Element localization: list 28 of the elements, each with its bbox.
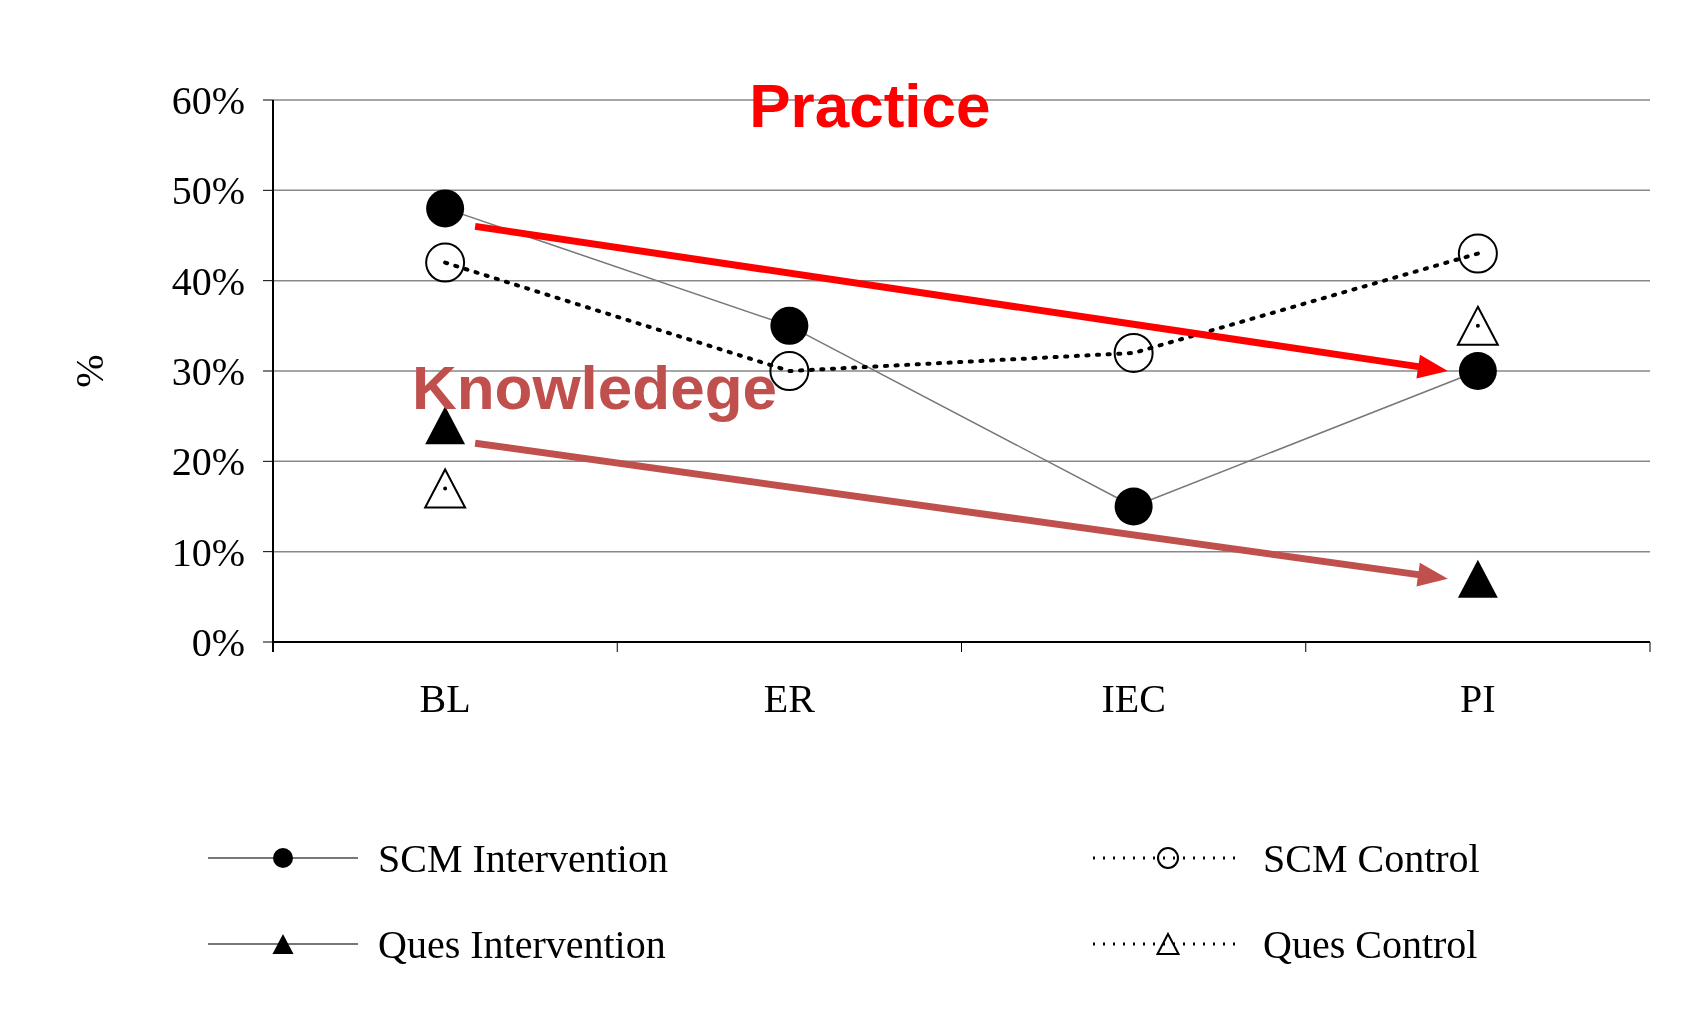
- point: [1113, 332, 1154, 373]
- y-tick-label: 0%: [191, 620, 245, 665]
- y-tick-label: 20%: [171, 439, 245, 485]
- point: [424, 468, 467, 509]
- legend-label: SCM Control: [1263, 836, 1480, 881]
- point: [425, 242, 466, 283]
- legend-label: SCM Intervention: [378, 836, 668, 881]
- legend-label: Ques Intervention: [378, 922, 666, 967]
- x-tick-label: IEC: [1101, 676, 1166, 721]
- y-tick-label: 40%: [171, 258, 245, 304]
- legend-label: Ques Control: [1263, 922, 1478, 967]
- point: [1457, 233, 1498, 274]
- y-axis-title: %: [67, 354, 112, 388]
- x-tick-label: BL: [419, 676, 471, 721]
- y-tick-label: 30%: [171, 349, 245, 394]
- y-tick-label: 60%: [171, 78, 245, 123]
- point: [1457, 559, 1498, 598]
- y-tick-label: 10%: [171, 529, 245, 575]
- point: [1114, 487, 1153, 526]
- point: [770, 306, 809, 345]
- x-tick-label: PI: [1460, 676, 1496, 721]
- y-tick-label: 50%: [171, 168, 245, 214]
- point: [426, 189, 465, 228]
- annotation: Practice: [749, 71, 991, 141]
- point: [1458, 352, 1497, 390]
- annotation: Knowledege: [411, 352, 778, 422]
- point: [1456, 305, 1499, 346]
- x-tick-label: ER: [763, 676, 816, 721]
